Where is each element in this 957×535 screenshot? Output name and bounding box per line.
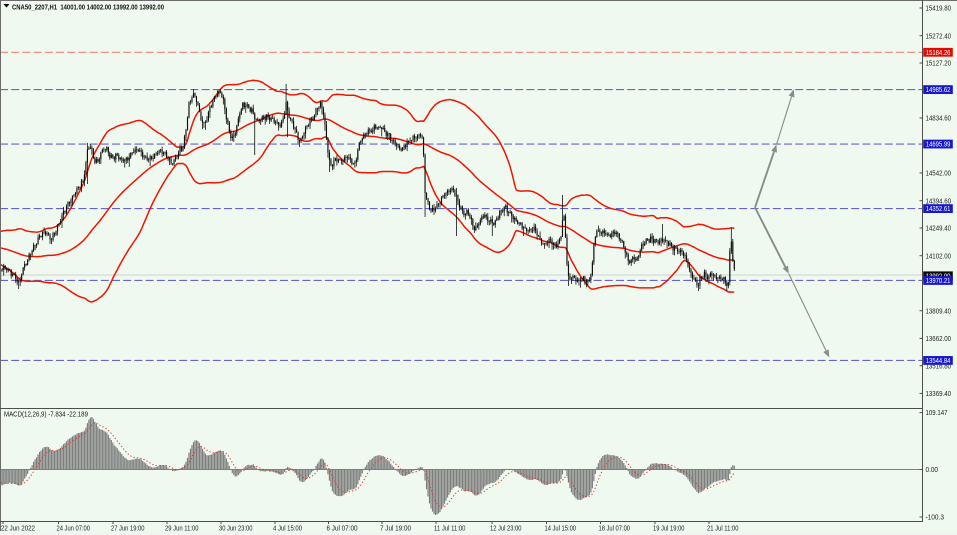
svg-text:0.00: 0.00 xyxy=(926,465,939,474)
svg-text:6 Jul 07:00: 6 Jul 07:00 xyxy=(327,523,358,532)
svg-text:11 Jul 11:00: 11 Jul 11:00 xyxy=(434,523,466,532)
svg-text:13516.80: 13516.80 xyxy=(926,361,952,370)
svg-text:MACD(12,26,9) -7.834 -22.189: MACD(12,26,9) -7.834 -22.189 xyxy=(4,410,88,419)
svg-text:14394.60: 14394.60 xyxy=(926,196,952,205)
svg-text:-100.3: -100.3 xyxy=(926,513,945,522)
svg-text:14352.61: 14352.61 xyxy=(926,204,951,213)
svg-text:19 Jul 19:00: 19 Jul 19:00 xyxy=(653,523,685,532)
svg-text:109.147: 109.147 xyxy=(926,408,948,417)
svg-text:14695.99: 14695.99 xyxy=(926,140,951,149)
svg-text:27 Jun 19:00: 27 Jun 19:00 xyxy=(111,523,145,532)
svg-text:14542.00: 14542.00 xyxy=(926,169,952,178)
svg-text:18 Jul 07:00: 18 Jul 07:00 xyxy=(599,523,631,532)
svg-text:4 Jul 15:00: 4 Jul 15:00 xyxy=(273,523,302,532)
svg-text:14 Jul 15:00: 14 Jul 15:00 xyxy=(545,523,577,532)
svg-text:12 Jul 23:00: 12 Jul 23:00 xyxy=(490,523,522,532)
svg-text:13970.21: 13970.21 xyxy=(926,276,951,285)
svg-text:15127.20: 15127.20 xyxy=(926,59,952,68)
svg-text:13992.00: 13992.00 xyxy=(926,271,951,280)
svg-text:24 Jun 07:00: 24 Jun 07:00 xyxy=(57,523,91,532)
svg-text:CNA50_2207,H1 14001.00 14002.: CNA50_2207,H1 14001.00 14002.00 13992.00… xyxy=(12,3,164,12)
svg-text:15272.40: 15272.40 xyxy=(926,31,952,40)
svg-text:15419.80: 15419.80 xyxy=(926,4,952,13)
svg-text:13662.00: 13662.00 xyxy=(926,334,952,343)
svg-text:30 Jun 23:00: 30 Jun 23:00 xyxy=(219,523,253,532)
svg-text:29 Jun 11:00: 29 Jun 11:00 xyxy=(165,523,199,532)
svg-text:14985.62: 14985.62 xyxy=(926,85,951,94)
svg-text:21 Jul 11:00: 21 Jul 11:00 xyxy=(707,523,739,532)
svg-text:22 Jun 2022: 22 Jun 2022 xyxy=(1,523,35,532)
svg-text:14102.00: 14102.00 xyxy=(926,251,952,260)
svg-text:15184.26: 15184.26 xyxy=(926,48,951,57)
svg-text:14834.60: 14834.60 xyxy=(926,114,952,123)
svg-text:14249.40: 14249.40 xyxy=(926,224,952,233)
svg-text:13544.84: 13544.84 xyxy=(926,356,951,365)
svg-text:13809.40: 13809.40 xyxy=(926,306,952,315)
svg-text:7 Jul 19:00: 7 Jul 19:00 xyxy=(380,523,411,532)
svg-text:13369.40: 13369.40 xyxy=(926,389,952,398)
